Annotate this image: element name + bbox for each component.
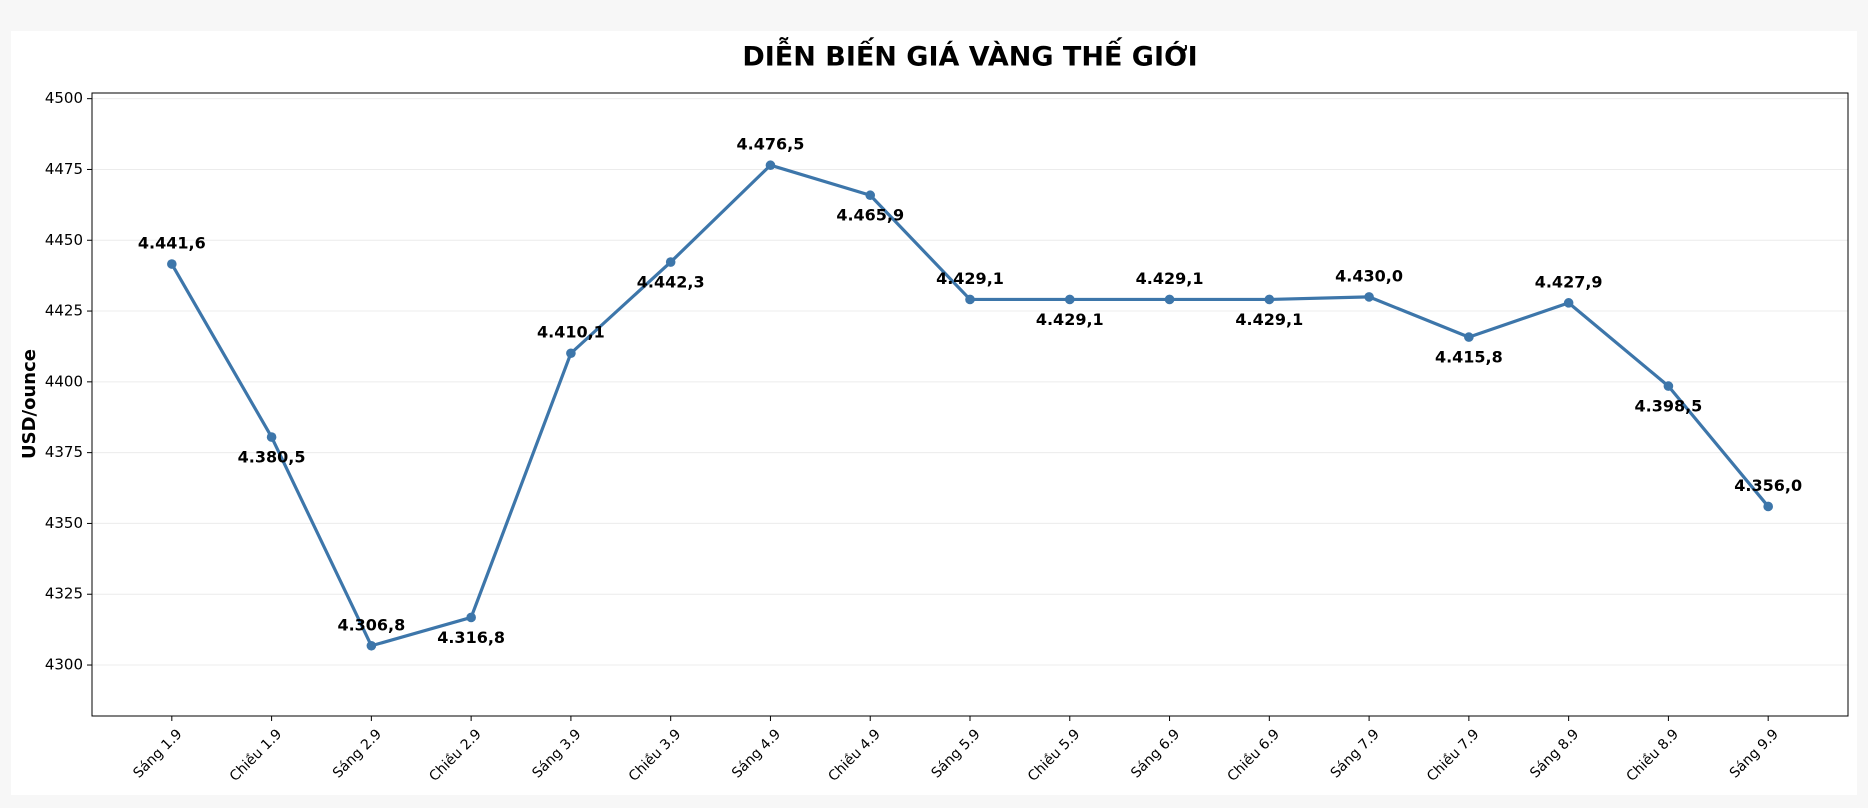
point — [1164, 294, 1175, 305]
data-label: 4.429,1 — [936, 269, 1004, 288]
data-label: 4.415,8 — [1435, 348, 1503, 367]
point — [1264, 294, 1275, 305]
point — [1763, 501, 1773, 512]
point — [566, 348, 576, 359]
data-label: 4.398,5 — [1634, 397, 1702, 416]
data-label: 4.441,6 — [138, 234, 206, 253]
y-tick-label: 4325 — [45, 585, 83, 603]
y-tick-label: 4500 — [45, 89, 83, 107]
chart-panel — [11, 31, 1857, 795]
data-label: 4.465,9 — [836, 206, 904, 225]
point — [366, 640, 377, 651]
y-tick-label: 4425 — [45, 302, 83, 320]
point — [266, 432, 277, 442]
data-label: 4.380,5 — [238, 448, 306, 467]
point — [765, 160, 776, 171]
point — [965, 294, 975, 305]
y-tick-label: 4400 — [45, 372, 83, 390]
chart-title: DIỄN BIẾN GIÁ VÀNG THẾ GIỚI — [742, 37, 1197, 73]
data-label: 4.410,1 — [537, 323, 605, 342]
y-tick-label: 4450 — [45, 231, 83, 249]
data-label: 4.429,1 — [1036, 310, 1104, 329]
y-tick-label: 4375 — [45, 443, 83, 461]
data-label: 4.306,8 — [337, 615, 405, 634]
data-label: 4.442,3 — [637, 273, 705, 292]
point — [665, 257, 676, 267]
point — [1663, 381, 1674, 391]
y-tick-label: 4475 — [45, 160, 83, 178]
point — [466, 612, 476, 623]
data-label: 4.430,0 — [1335, 266, 1403, 285]
data-label: 4.427,9 — [1535, 272, 1603, 291]
point — [1064, 294, 1075, 305]
point — [167, 259, 177, 269]
y-tick-label: 4300 — [45, 656, 83, 674]
data-label: 4.356,0 — [1734, 476, 1802, 495]
data-label: 4.429,1 — [1136, 269, 1204, 288]
data-label: 4.429,1 — [1235, 310, 1303, 329]
y-axis-label: USD/ounce — [19, 349, 40, 459]
data-label: 4.316,8 — [437, 628, 505, 647]
data-label: 4.476,5 — [737, 135, 805, 154]
point — [1563, 298, 1574, 308]
y-tick-label: 4350 — [45, 514, 83, 532]
point — [1464, 332, 1474, 342]
point — [1364, 292, 1374, 302]
point — [865, 190, 876, 201]
